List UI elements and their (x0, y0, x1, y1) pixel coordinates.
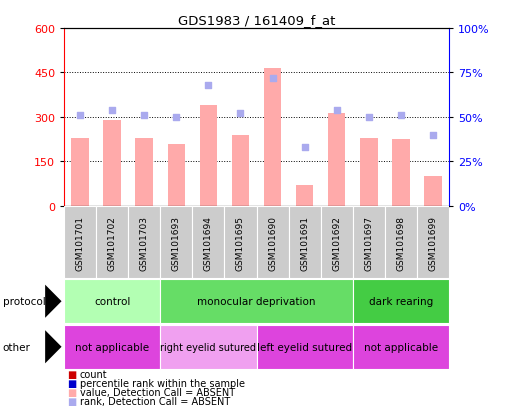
Text: control: control (94, 297, 130, 306)
Text: value, Detection Call = ABSENT: value, Detection Call = ABSENT (80, 387, 234, 397)
Bar (424, 177, 442, 206)
Text: monocular deprivation: monocular deprivation (198, 297, 315, 306)
Bar (200, 106, 217, 206)
Bar (135, 138, 153, 206)
Bar (160, 206, 192, 279)
Text: ■: ■ (67, 396, 76, 406)
Text: not applicable: not applicable (75, 342, 149, 352)
Point (301, 145, 309, 151)
Bar (64, 206, 96, 279)
Bar (328, 113, 345, 206)
Point (429, 132, 437, 139)
Text: not applicable: not applicable (364, 342, 438, 352)
Bar (353, 280, 449, 323)
Text: GSM101701: GSM101701 (75, 215, 85, 270)
Text: protocol: protocol (3, 297, 45, 306)
Text: GSM101703: GSM101703 (140, 215, 149, 270)
Point (108, 107, 116, 114)
Bar (288, 206, 321, 279)
Point (76, 113, 84, 119)
Text: right eyelid sutured: right eyelid sutured (161, 342, 256, 352)
Point (172, 114, 181, 121)
Bar (225, 206, 256, 279)
Bar (321, 206, 353, 279)
Text: GSM101695: GSM101695 (236, 215, 245, 270)
Polygon shape (45, 330, 62, 363)
Text: GSM101691: GSM101691 (300, 215, 309, 270)
Text: GSM101699: GSM101699 (428, 215, 438, 270)
Text: GSM101692: GSM101692 (332, 215, 341, 270)
Text: GSM101693: GSM101693 (172, 215, 181, 270)
Bar (64, 325, 160, 369)
Point (397, 113, 405, 119)
Bar (256, 325, 353, 369)
Bar (256, 206, 288, 279)
Bar (192, 206, 225, 279)
Bar (353, 206, 385, 279)
Bar (264, 69, 281, 206)
Text: left eyelid sutured: left eyelid sutured (257, 342, 352, 352)
Bar (296, 186, 313, 206)
Bar (360, 138, 378, 206)
Text: ■: ■ (67, 369, 76, 379)
Bar (128, 206, 160, 279)
Text: rank, Detection Call = ABSENT: rank, Detection Call = ABSENT (80, 396, 230, 406)
Text: GSM101690: GSM101690 (268, 215, 277, 270)
Text: GDS1983 / 161409_f_at: GDS1983 / 161409_f_at (178, 14, 335, 27)
Text: GSM101694: GSM101694 (204, 215, 213, 270)
Point (140, 113, 148, 119)
Point (204, 83, 212, 89)
Point (236, 111, 245, 117)
Bar (353, 325, 449, 369)
Text: ■: ■ (67, 378, 76, 388)
Bar (96, 206, 128, 279)
Text: dark rearing: dark rearing (369, 297, 433, 306)
Text: GSM101697: GSM101697 (364, 215, 373, 270)
Bar (385, 206, 417, 279)
Bar (104, 121, 121, 206)
Point (365, 114, 373, 121)
Bar (64, 280, 160, 323)
Text: other: other (3, 342, 30, 352)
Point (332, 107, 341, 114)
Bar (160, 325, 256, 369)
Point (268, 75, 277, 82)
Bar (71, 138, 89, 206)
Polygon shape (45, 285, 62, 318)
Bar (168, 144, 185, 206)
Text: ■: ■ (67, 387, 76, 397)
Bar (232, 135, 249, 206)
Bar (160, 280, 353, 323)
Bar (392, 140, 409, 206)
Text: count: count (80, 369, 107, 379)
Bar (417, 206, 449, 279)
Text: percentile rank within the sample: percentile rank within the sample (80, 378, 245, 388)
Text: GSM101702: GSM101702 (108, 215, 117, 270)
Text: GSM101698: GSM101698 (396, 215, 405, 270)
